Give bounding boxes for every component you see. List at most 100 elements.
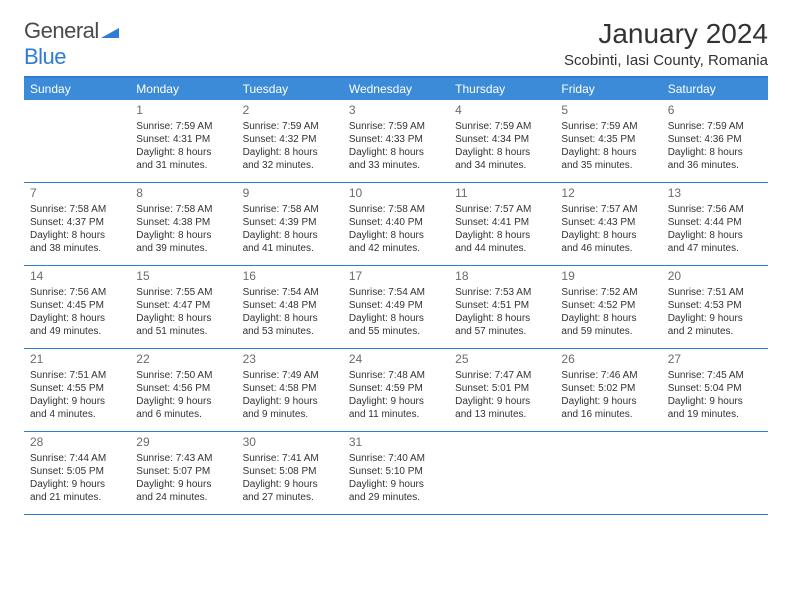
calendar-cell: 30Sunrise: 7:41 AMSunset: 5:08 PMDayligh… <box>237 432 343 514</box>
calendar-cell: 1Sunrise: 7:59 AMSunset: 4:31 PMDaylight… <box>130 100 236 182</box>
sunset-text: Sunset: 4:40 PM <box>349 216 443 229</box>
daylight-text: Daylight: 8 hours and 41 minutes. <box>243 229 337 255</box>
calendar-cell: 28Sunrise: 7:44 AMSunset: 5:05 PMDayligh… <box>24 432 130 514</box>
daylight-text: Daylight: 9 hours and 19 minutes. <box>668 395 762 421</box>
day-number: 27 <box>668 352 762 368</box>
sunset-text: Sunset: 4:58 PM <box>243 382 337 395</box>
calendar-cell: 18Sunrise: 7:53 AMSunset: 4:51 PMDayligh… <box>449 266 555 348</box>
sunrise-text: Sunrise: 7:40 AM <box>349 452 443 465</box>
day-number: 3 <box>349 103 443 119</box>
calendar-cell: 19Sunrise: 7:52 AMSunset: 4:52 PMDayligh… <box>555 266 661 348</box>
calendar-week: 21Sunrise: 7:51 AMSunset: 4:55 PMDayligh… <box>24 349 768 432</box>
daylight-text: Daylight: 9 hours and 27 minutes. <box>243 478 337 504</box>
daylight-text: Daylight: 8 hours and 35 minutes. <box>561 146 655 172</box>
calendar-cell <box>555 432 661 514</box>
sunrise-text: Sunrise: 7:43 AM <box>136 452 230 465</box>
sunset-text: Sunset: 4:43 PM <box>561 216 655 229</box>
sunset-text: Sunset: 4:35 PM <box>561 133 655 146</box>
calendar-cell: 27Sunrise: 7:45 AMSunset: 5:04 PMDayligh… <box>662 349 768 431</box>
daylight-text: Daylight: 8 hours and 53 minutes. <box>243 312 337 338</box>
day-number: 14 <box>30 269 124 285</box>
sunrise-text: Sunrise: 7:45 AM <box>668 369 762 382</box>
logo: General Blue <box>24 18 119 70</box>
calendar-cell: 12Sunrise: 7:57 AMSunset: 4:43 PMDayligh… <box>555 183 661 265</box>
day-number: 15 <box>136 269 230 285</box>
day-number: 20 <box>668 269 762 285</box>
daylight-text: Daylight: 8 hours and 32 minutes. <box>243 146 337 172</box>
daylight-text: Daylight: 9 hours and 11 minutes. <box>349 395 443 421</box>
sunset-text: Sunset: 5:07 PM <box>136 465 230 478</box>
sunset-text: Sunset: 4:36 PM <box>668 133 762 146</box>
calendar-cell: 11Sunrise: 7:57 AMSunset: 4:41 PMDayligh… <box>449 183 555 265</box>
calendar-cell: 4Sunrise: 7:59 AMSunset: 4:34 PMDaylight… <box>449 100 555 182</box>
daylight-text: Daylight: 8 hours and 51 minutes. <box>136 312 230 338</box>
calendar-cell: 2Sunrise: 7:59 AMSunset: 4:32 PMDaylight… <box>237 100 343 182</box>
sunset-text: Sunset: 4:31 PM <box>136 133 230 146</box>
calendar-cell: 16Sunrise: 7:54 AMSunset: 4:48 PMDayligh… <box>237 266 343 348</box>
location: Scobinti, Iasi County, Romania <box>564 52 768 69</box>
calendar-cell: 22Sunrise: 7:50 AMSunset: 4:56 PMDayligh… <box>130 349 236 431</box>
calendar-week: 1Sunrise: 7:59 AMSunset: 4:31 PMDaylight… <box>24 100 768 183</box>
daylight-text: Daylight: 9 hours and 6 minutes. <box>136 395 230 421</box>
weekday-label: Wednesday <box>343 78 449 100</box>
day-number: 12 <box>561 186 655 202</box>
daylight-text: Daylight: 9 hours and 13 minutes. <box>455 395 549 421</box>
daylight-text: Daylight: 9 hours and 21 minutes. <box>30 478 124 504</box>
sunset-text: Sunset: 4:41 PM <box>455 216 549 229</box>
day-number: 16 <box>243 269 337 285</box>
sunrise-text: Sunrise: 7:53 AM <box>455 286 549 299</box>
sunset-text: Sunset: 4:33 PM <box>349 133 443 146</box>
weekday-label: Saturday <box>662 78 768 100</box>
sunrise-text: Sunrise: 7:58 AM <box>136 203 230 216</box>
sunrise-text: Sunrise: 7:44 AM <box>30 452 124 465</box>
calendar: Sunday Monday Tuesday Wednesday Thursday… <box>24 76 768 515</box>
sunset-text: Sunset: 4:55 PM <box>30 382 124 395</box>
sunset-text: Sunset: 4:47 PM <box>136 299 230 312</box>
calendar-cell: 14Sunrise: 7:56 AMSunset: 4:45 PMDayligh… <box>24 266 130 348</box>
calendar-cell: 25Sunrise: 7:47 AMSunset: 5:01 PMDayligh… <box>449 349 555 431</box>
sunrise-text: Sunrise: 7:59 AM <box>136 120 230 133</box>
day-number: 24 <box>349 352 443 368</box>
calendar-cell: 23Sunrise: 7:49 AMSunset: 4:58 PMDayligh… <box>237 349 343 431</box>
daylight-text: Daylight: 9 hours and 29 minutes. <box>349 478 443 504</box>
sunset-text: Sunset: 5:01 PM <box>455 382 549 395</box>
sunset-text: Sunset: 5:10 PM <box>349 465 443 478</box>
sunset-text: Sunset: 4:37 PM <box>30 216 124 229</box>
weekday-label: Sunday <box>24 78 130 100</box>
sunset-text: Sunset: 4:44 PM <box>668 216 762 229</box>
daylight-text: Daylight: 9 hours and 4 minutes. <box>30 395 124 421</box>
day-number: 1 <box>136 103 230 119</box>
calendar-cell: 6Sunrise: 7:59 AMSunset: 4:36 PMDaylight… <box>662 100 768 182</box>
sunrise-text: Sunrise: 7:50 AM <box>136 369 230 382</box>
day-number: 9 <box>243 186 337 202</box>
sunrise-text: Sunrise: 7:59 AM <box>243 120 337 133</box>
calendar-cell: 10Sunrise: 7:58 AMSunset: 4:40 PMDayligh… <box>343 183 449 265</box>
daylight-text: Daylight: 9 hours and 9 minutes. <box>243 395 337 421</box>
day-number: 17 <box>349 269 443 285</box>
sunrise-text: Sunrise: 7:56 AM <box>668 203 762 216</box>
daylight-text: Daylight: 8 hours and 38 minutes. <box>30 229 124 255</box>
daylight-text: Daylight: 8 hours and 59 minutes. <box>561 312 655 338</box>
day-number: 10 <box>349 186 443 202</box>
sunset-text: Sunset: 4:51 PM <box>455 299 549 312</box>
calendar-cell: 7Sunrise: 7:58 AMSunset: 4:37 PMDaylight… <box>24 183 130 265</box>
sunrise-text: Sunrise: 7:58 AM <box>349 203 443 216</box>
calendar-cell: 24Sunrise: 7:48 AMSunset: 4:59 PMDayligh… <box>343 349 449 431</box>
sunrise-text: Sunrise: 7:57 AM <box>561 203 655 216</box>
calendar-cell: 3Sunrise: 7:59 AMSunset: 4:33 PMDaylight… <box>343 100 449 182</box>
sunrise-text: Sunrise: 7:41 AM <box>243 452 337 465</box>
daylight-text: Daylight: 8 hours and 31 minutes. <box>136 146 230 172</box>
logo-triangle-icon <box>101 18 119 44</box>
page-title: January 2024 <box>564 18 768 50</box>
calendar-cell: 17Sunrise: 7:54 AMSunset: 4:49 PMDayligh… <box>343 266 449 348</box>
day-number: 25 <box>455 352 549 368</box>
sunrise-text: Sunrise: 7:46 AM <box>561 369 655 382</box>
weekday-label: Friday <box>555 78 661 100</box>
daylight-text: Daylight: 9 hours and 24 minutes. <box>136 478 230 504</box>
sunrise-text: Sunrise: 7:59 AM <box>349 120 443 133</box>
sunset-text: Sunset: 4:39 PM <box>243 216 337 229</box>
calendar-cell: 13Sunrise: 7:56 AMSunset: 4:44 PMDayligh… <box>662 183 768 265</box>
calendar-week: 7Sunrise: 7:58 AMSunset: 4:37 PMDaylight… <box>24 183 768 266</box>
logo-word1: General <box>24 18 99 43</box>
calendar-cell <box>449 432 555 514</box>
